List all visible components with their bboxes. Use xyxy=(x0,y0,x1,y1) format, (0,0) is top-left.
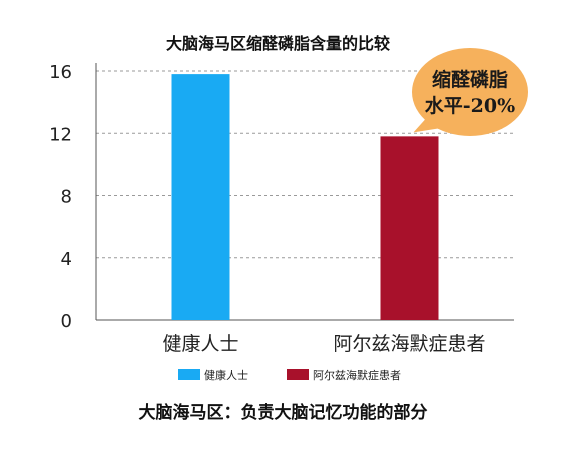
bars xyxy=(171,74,439,320)
callout-ellipse xyxy=(412,48,528,136)
x-category-label: 阿尔兹海默症患者 xyxy=(333,333,485,355)
bar-1 xyxy=(380,136,439,320)
callout-line-1: 缩醛磷脂 xyxy=(432,68,508,91)
y-tick-label: 4 xyxy=(61,249,72,270)
legend-label: 健康人士 xyxy=(204,368,248,382)
axes xyxy=(95,63,514,321)
legend-swatch xyxy=(178,369,200,380)
caption: 大脑海马区：负责大脑记忆功能的部分 xyxy=(138,403,428,423)
x-category-label: 健康人士 xyxy=(162,333,238,355)
y-tick-label: 12 xyxy=(49,124,72,145)
y-tick-label: 8 xyxy=(61,187,72,208)
callout-line-2: 水平-20% xyxy=(425,95,515,117)
chart-title: 大脑海马区缩醛磷脂含量的比较 xyxy=(166,34,390,53)
y-tick-label: 16 xyxy=(49,62,72,83)
bar-0 xyxy=(171,74,230,320)
category-labels: 健康人士 阿尔兹海默症患者 xyxy=(162,333,485,355)
y-tick-label: 0 xyxy=(61,311,72,332)
legend: 健康人士 阿尔兹海默症患者 xyxy=(178,368,401,382)
legend-swatch xyxy=(287,369,309,380)
legend-label: 阿尔兹海默症患者 xyxy=(313,368,401,382)
y-tick-labels: 0 4 8 12 16 xyxy=(49,62,72,332)
